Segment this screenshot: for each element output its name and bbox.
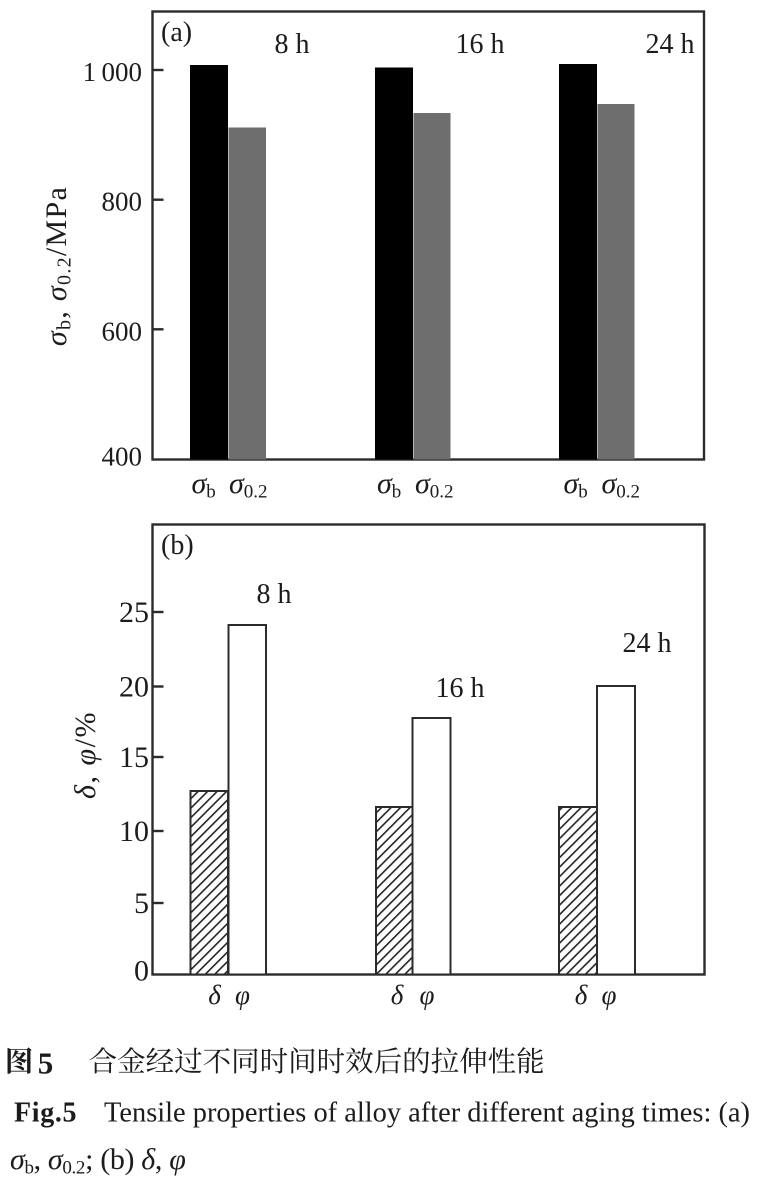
svg-text:20: 20 <box>119 671 149 704</box>
svg-text:σ0.2: σ0.2 <box>602 467 641 503</box>
svg-text:δ, φ/%: δ, φ/% <box>69 711 102 799</box>
svg-text:σb: σb <box>564 467 588 503</box>
svg-text:δ: δ <box>208 980 221 1010</box>
svg-text:φ: φ <box>235 980 250 1010</box>
svg-text:5: 5 <box>134 887 149 920</box>
svg-text:(b): (b) <box>161 530 194 561</box>
svg-text:10: 10 <box>119 815 149 848</box>
svg-text:σb, σ0.2/MPa: σb, σ0.2/MPa <box>40 186 76 346</box>
svg-text:8 h: 8 h <box>257 579 292 610</box>
svg-text:15: 15 <box>119 741 149 774</box>
svg-text:δ: δ <box>391 980 404 1010</box>
svg-text:400: 400 <box>102 442 143 472</box>
svg-text:16 h: 16 h <box>436 673 485 704</box>
svg-text:24 h: 24 h <box>646 29 695 60</box>
svg-text:24 h: 24 h <box>623 628 672 659</box>
svg-text:Fig.5: Fig.5 <box>14 1098 77 1129</box>
svg-text:5: 5 <box>38 1045 54 1080</box>
svg-text:600: 600 <box>102 316 143 346</box>
svg-text:σb: σb <box>377 467 401 503</box>
svg-text:σ0.2: σ0.2 <box>415 467 454 503</box>
svg-text:16 h: 16 h <box>456 29 505 60</box>
svg-text:800: 800 <box>102 187 143 217</box>
svg-text:8 h: 8 h <box>275 29 310 60</box>
svg-text:1 000: 1 000 <box>83 57 142 87</box>
svg-text:φ: φ <box>420 980 435 1010</box>
svg-text:Tensile properties of alloy af: Tensile properties of alloy after differ… <box>104 1098 750 1129</box>
svg-text:δ: δ <box>575 980 588 1010</box>
svg-text:φ: φ <box>602 980 617 1010</box>
svg-text:σb: σb <box>192 467 216 503</box>
svg-text:25: 25 <box>119 596 149 629</box>
svg-text:(a): (a) <box>161 17 192 48</box>
svg-text:0: 0 <box>134 954 149 987</box>
svg-text:σb, σ0.2; (b) δ, φ: σb, σ0.2; (b) δ, φ <box>10 1143 185 1179</box>
svg-text:σ0.2: σ0.2 <box>229 467 268 503</box>
